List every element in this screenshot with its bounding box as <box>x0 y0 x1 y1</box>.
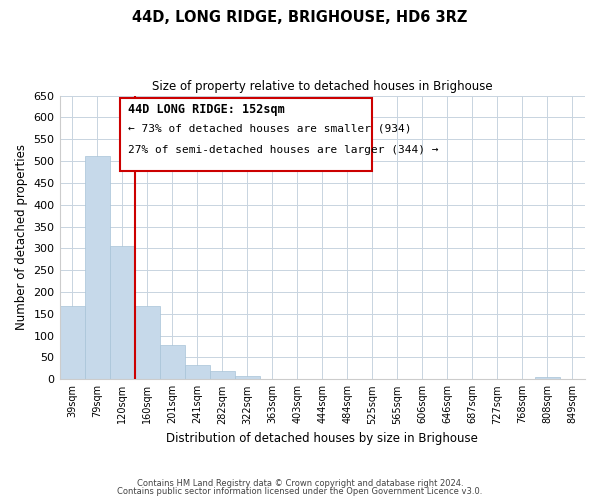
Bar <box>235 376 260 380</box>
Bar <box>85 156 110 380</box>
Text: Contains HM Land Registry data © Crown copyright and database right 2024.: Contains HM Land Registry data © Crown c… <box>137 478 463 488</box>
Text: 27% of semi-detached houses are larger (344) →: 27% of semi-detached houses are larger (… <box>128 145 439 155</box>
Bar <box>535 377 560 380</box>
Text: 44D, LONG RIDGE, BRIGHOUSE, HD6 3RZ: 44D, LONG RIDGE, BRIGHOUSE, HD6 3RZ <box>133 10 467 25</box>
Title: Size of property relative to detached houses in Brighouse: Size of property relative to detached ho… <box>152 80 493 93</box>
Bar <box>160 345 185 380</box>
Text: Contains public sector information licensed under the Open Government Licence v3: Contains public sector information licen… <box>118 487 482 496</box>
Bar <box>209 370 235 380</box>
Text: 44D LONG RIDGE: 152sqm: 44D LONG RIDGE: 152sqm <box>128 102 284 116</box>
Bar <box>185 365 209 380</box>
Y-axis label: Number of detached properties: Number of detached properties <box>15 144 28 330</box>
X-axis label: Distribution of detached houses by size in Brighouse: Distribution of detached houses by size … <box>166 432 478 445</box>
Text: ← 73% of detached houses are smaller (934): ← 73% of detached houses are smaller (93… <box>128 124 412 134</box>
Bar <box>134 306 160 380</box>
Bar <box>59 306 85 380</box>
Bar <box>110 246 134 380</box>
FancyBboxPatch shape <box>120 98 372 170</box>
